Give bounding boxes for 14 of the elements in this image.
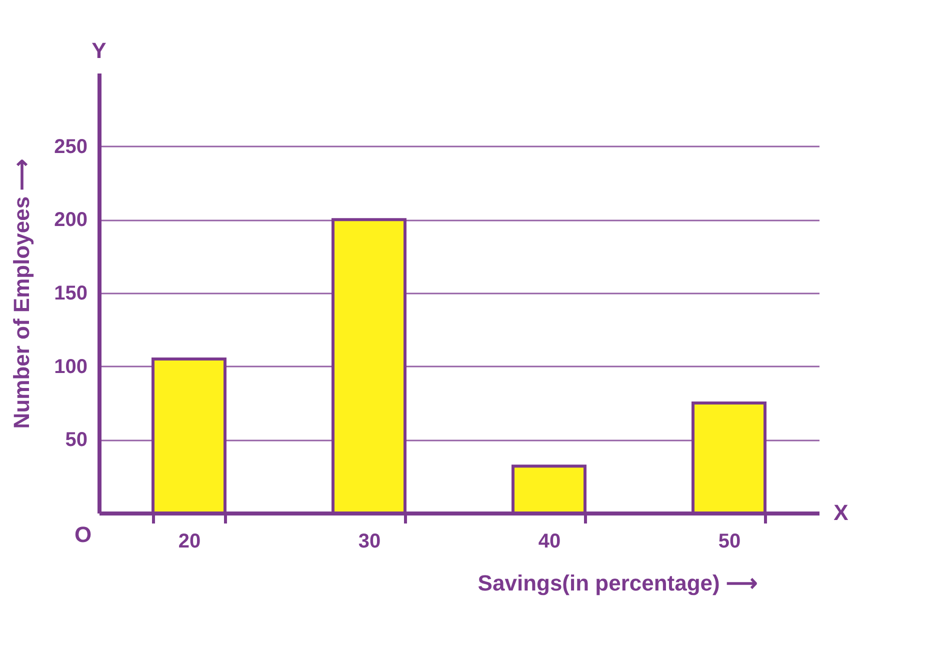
x-tick-label: 30 [358, 530, 381, 552]
y-axis-title: Number of Employees ⟶ [9, 158, 34, 429]
x-tick-label: 20 [178, 530, 201, 552]
y-tick-label: 100 [54, 356, 88, 378]
text: O [74, 522, 92, 547]
x-tick-label: 50 [718, 530, 741, 552]
y-tick-label: 250 [54, 136, 88, 158]
text: X [834, 500, 849, 525]
text: Y [92, 38, 107, 63]
y-tick-label: 150 [54, 282, 88, 304]
x-tick-label: 40 [538, 530, 561, 552]
y-tick-label: 50 [65, 429, 88, 452]
x-axis-title: Savings(in percentage) ⟶ [478, 570, 758, 596]
y-tick-label: 200 [54, 209, 88, 232]
